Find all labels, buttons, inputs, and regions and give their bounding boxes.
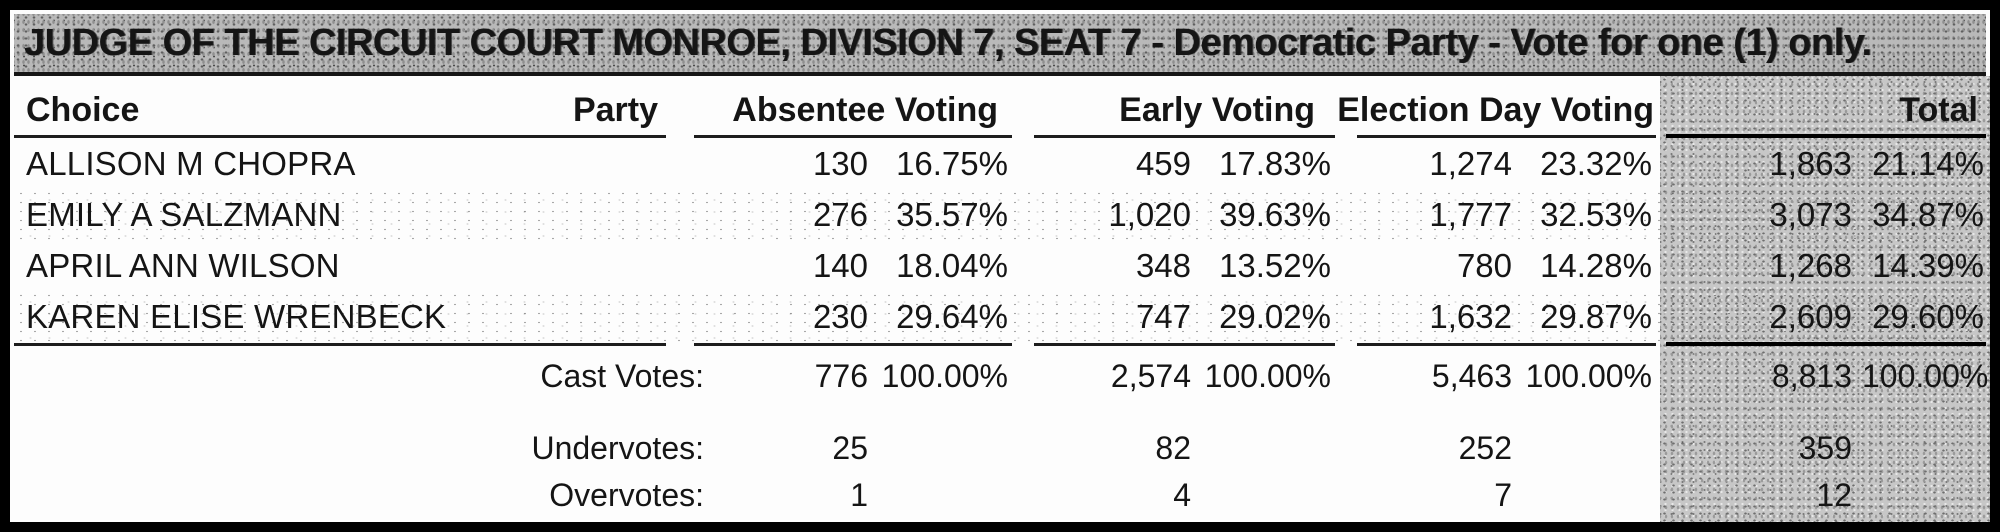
early-votes: 1,020 [1108,195,1191,233]
candidate-row: ALLISON M CHOPRA 130 16.75% 459 17.83% 1… [14,138,1986,189]
totals-separator-line [14,342,1986,348]
election-day-votes: 1,274 [1429,144,1512,182]
total-cast-percent: 100.00% [1862,357,1989,394]
cast-votes-row: Cast Votes: 776 100.00% 2,574 100.00% 5,… [14,348,1989,404]
absentee-votes: 276 [812,195,868,233]
early-cast-percent: 100.00% [1204,357,1331,394]
total-percent: 29.60% [1872,297,1984,335]
absentee-cast-percent: 100.00% [881,357,1008,394]
candidate-name: EMILY A SALZMANN [26,195,342,233]
overvotes-row: Overvotes: 1 4 7 12 [14,472,1986,518]
absentee-votes: 230 [812,297,868,335]
total-votes: 1,863 [1769,144,1852,182]
early-percent: 29.02% [1219,297,1331,335]
election-day-votes: 780 [1456,246,1512,284]
election-day-overvotes: 7 [1494,476,1512,513]
total-overvotes: 12 [1816,476,1852,513]
absentee-percent: 16.75% [896,144,1008,182]
separator-segment [1012,342,1335,348]
early-percent: 17.83% [1219,144,1331,182]
column-header-election-day-voting: Election Day Voting [1337,91,1654,129]
early-undervotes: 82 [1155,429,1191,466]
absentee-votes: 140 [812,246,868,284]
candidate-name: APRIL ANN WILSON [26,246,340,284]
absentee-overvotes: 1 [850,476,868,513]
election-day-votes: 1,777 [1429,195,1512,233]
candidate-row: KAREN ELISE WRENBECK 230 29.64% 747 29.0… [14,291,1986,342]
column-header-choice: Choice [26,91,140,129]
contest-title-bar: JUDGE OF THE CIRCUIT COURT MONROE, DIVIS… [14,14,1986,76]
undervotes-row: Undervotes: 25 82 252 359 [14,424,1986,472]
table-header-row: Choice Party Absentee Voting Early Votin… [14,76,1986,138]
separator-segment [14,342,672,348]
header-group-early: Early Voting [1012,76,1335,138]
early-votes: 459 [1135,144,1191,182]
election-day-percent: 29.87% [1540,297,1652,335]
header-group-total: Total [1656,76,1986,138]
early-overvotes: 4 [1173,476,1191,513]
absentee-percent: 18.04% [896,246,1008,284]
election-day-votes: 1,632 [1429,297,1512,335]
absentee-cast-votes: 776 [814,357,868,394]
total-cast-votes: 8,813 [1771,357,1852,394]
early-votes: 348 [1135,246,1191,284]
total-percent: 34.87% [1872,195,1984,233]
absentee-votes: 130 [812,144,868,182]
total-votes: 3,073 [1769,195,1852,233]
election-day-percent: 23.32% [1540,144,1652,182]
absentee-percent: 29.64% [896,297,1008,335]
total-column-shading [1660,76,1990,522]
header-group-choice-party: Choice Party [14,76,672,138]
election-day-percent: 32.53% [1540,195,1652,233]
early-votes: 747 [1135,297,1191,335]
election-day-cast-percent: 100.00% [1525,357,1652,394]
candidate-name: KAREN ELISE WRENBECK [26,297,447,335]
column-header-early-voting: Early Voting [1119,91,1315,129]
total-percent: 14.39% [1872,246,1984,284]
candidate-row: APRIL ANN WILSON 140 18.04% 348 13.52% 7… [14,240,1986,291]
total-undervotes: 359 [1798,429,1852,466]
column-header-party: Party [572,91,658,129]
separator-segment [672,342,1012,348]
early-percent: 39.63% [1219,195,1331,233]
early-percent: 13.52% [1219,246,1331,284]
contest-title: JUDGE OF THE CIRCUIT COURT MONROE, DIVIS… [24,21,1872,64]
candidate-row: EMILY A SALZMANN 276 35.57% 1,020 39.63%… [14,189,1986,240]
column-header-total: Total [1899,91,1978,129]
early-cast-votes: 2,574 [1110,357,1191,394]
column-header-absentee-voting: Absentee Voting [732,91,998,129]
election-day-undervotes: 252 [1458,429,1512,466]
election-day-cast-votes: 5,463 [1431,357,1512,394]
cast-votes-label: Cast Votes: [540,357,704,394]
candidate-name: ALLISON M CHOPRA [26,144,356,182]
total-votes: 2,609 [1769,297,1852,335]
absentee-percent: 35.57% [896,195,1008,233]
separator-segment [1656,342,1986,348]
absentee-undervotes: 25 [832,429,868,466]
undervotes-label: Undervotes: [531,429,704,466]
total-percent: 21.14% [1872,144,1984,182]
header-group-election-day: Election Day Voting [1335,76,1656,138]
separator-segment [1335,342,1656,348]
total-votes: 1,268 [1769,246,1852,284]
header-group-absentee: Absentee Voting [672,76,1012,138]
election-day-percent: 14.28% [1540,246,1652,284]
overvotes-label: Overvotes: [549,476,704,513]
